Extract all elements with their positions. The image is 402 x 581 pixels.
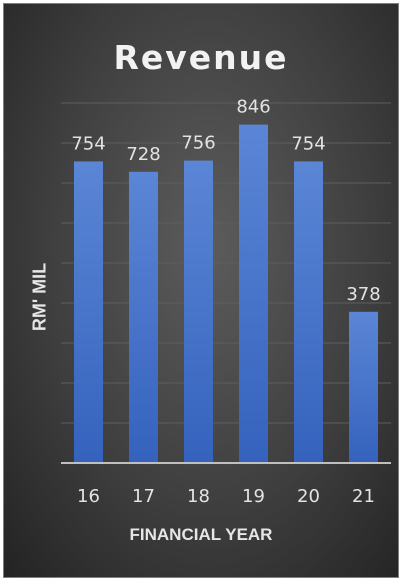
x-tick-19: 19 [242,486,265,507]
bar-21 [349,311,378,463]
x-tick-21: 21 [352,486,375,507]
y-axis-label: RM' MIL [29,262,50,332]
chart-frame: Revenue 754 16 728 17 756 18 846 19 754 20 378 21 R… [3,3,399,578]
bar-chart: 754 16 728 17 756 18 846 19 754 20 378 21 [61,97,391,507]
x-tick-17: 17 [132,486,155,507]
data-label-17: 728 [126,144,160,165]
bar-16 [74,161,103,463]
bar-20 [294,161,323,463]
x-axis-label: FINANCIAL YEAR [129,525,273,544]
chart-title: Revenue [113,38,289,77]
data-label-16: 754 [71,133,105,154]
x-tick-18: 18 [187,486,210,507]
data-label-20: 754 [291,133,325,154]
x-tick-20: 20 [297,486,320,507]
bar-17 [129,171,158,464]
data-label-18: 756 [181,133,215,154]
bar-18 [184,160,213,463]
bar-19 [239,124,268,463]
data-label-19: 846 [236,97,270,118]
data-label-21: 378 [346,284,380,305]
x-tick-16: 16 [77,486,100,507]
